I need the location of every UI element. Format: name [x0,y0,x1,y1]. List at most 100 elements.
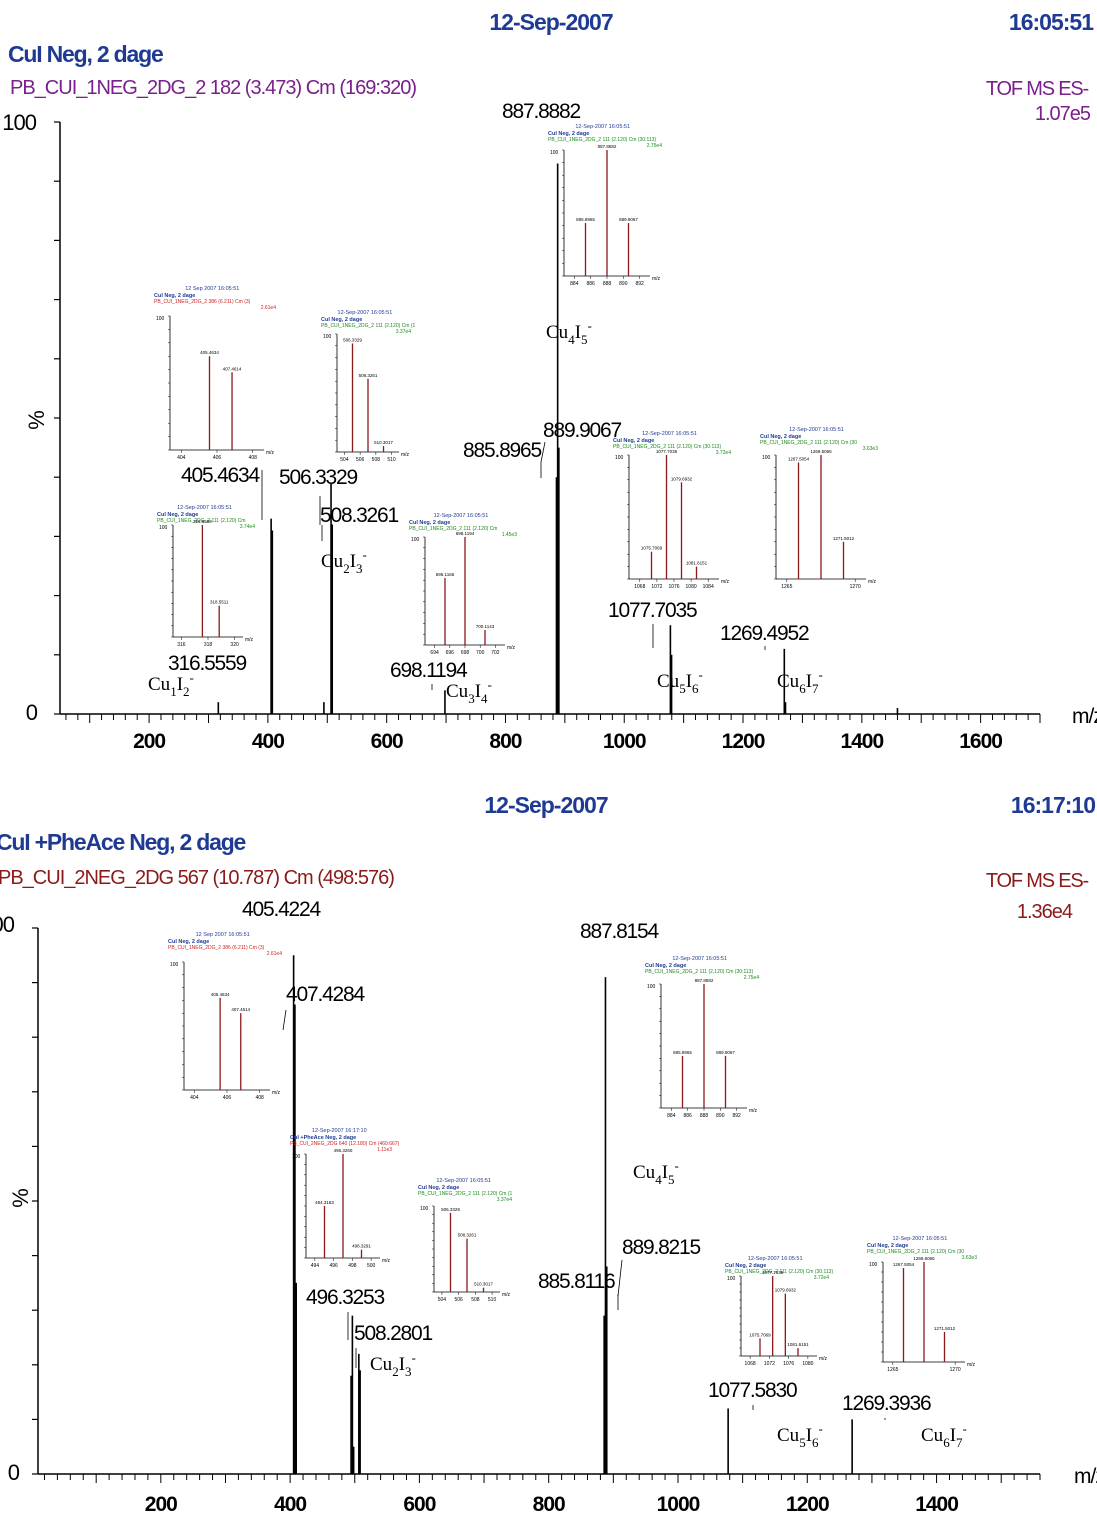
x-tick-label: 1600 [959,730,1002,753]
inset-y-label: 100 [869,1262,878,1268]
inset-x-tick-label: 886 [586,281,595,287]
inset-peak-label: 885.8965 [576,217,595,222]
inset-x-tick-label: 500 [367,1263,376,1269]
inset-peak-label: 506.3329 [343,337,362,342]
x-tick-label: 1400 [915,1493,958,1514]
inset-x-tick-label: 884 [667,1113,676,1119]
x-tick-label: 200 [133,730,165,753]
inset-x-tick-label: 892 [733,1113,742,1119]
peak-label: 698.1194 [390,659,468,682]
inset-peak-label: 887.8882 [695,978,714,983]
inset-peak-label: 1077.7035 [656,449,678,454]
inset-x-tick-label: 408 [249,455,258,461]
spectrum-title: CuI Neg, 2 dage [8,41,163,67]
species-label: Cu2I3- [321,547,367,576]
peak-label: 1077.5830 [708,1379,797,1402]
inset-file: PB_CUI_1NEG_2DG_2 111 (2.120) Cm [157,518,245,524]
spectrum-file-info: PB_CUI_1NEG_2DG_2 182 (3.473) Cm (169:32… [10,77,416,99]
inset-peak-label: 498.3291 [352,1244,371,1249]
inset-x-tick-label: 406 [213,455,222,461]
peak-label: 885.8116 [538,1270,615,1293]
inset-x-tick-label: 1072 [651,584,662,590]
leader-line [282,1009,287,1031]
inset-x-tick-label: 404 [190,1095,199,1101]
inset-peak-label: 1081.6151 [686,561,708,566]
inset-file: PB_CUI_1NEG_2DG_2 386 (6.211) Cm (3) [168,945,265,951]
inset-y-label: 100 [156,316,165,322]
inset-scale: 2.75e4 [647,143,663,149]
spectrum-panel-2: 12-Sep-2007 16:17:10 CuI +PheAce Neg, 2 da… [0,792,1097,1514]
inset-file: PB_CUI_2NEG_2DG 640 (12.180) Cm (460:667… [290,1141,400,1147]
peak-label: 1077.7035 [608,599,697,622]
inset-peak-label: 510.3017 [474,1282,493,1287]
species-label: Cu6I7- [921,1421,967,1450]
inset-peak-label: 698.1194 [456,531,475,536]
inset-x-tick-label: 510 [488,1297,497,1303]
inset-peak-label: 407.4614 [223,366,242,371]
inset-x-axis-label: m/z [401,452,410,458]
inset-title: CuI Neg, 2 dage [409,520,450,526]
x-tick-label: 600 [371,730,403,753]
peak-label: 407.4284 [286,983,366,1006]
inset-x-axis-label: m/z [245,637,254,643]
inset-x-tick-label: 1076 [668,584,679,590]
inset-peak-label: 1079.6932 [671,476,693,481]
inset-date: 12-Sep-2007 16:05:51 [338,310,393,316]
inset-date: 12-Sep-2007 16:05:51 [672,956,727,962]
peak-label: 1269.4952 [720,622,809,645]
inset-x-tick-label: 506 [454,1297,463,1303]
inset-title: CuI Neg, 2 dage [157,512,198,518]
species-label: Cu4I5- [633,1158,679,1187]
x-tick-label: 800 [489,730,521,753]
inset-date: 12-Sep-2007 16:05:51 [177,505,232,511]
peak-label: 506.3329 [279,466,358,489]
inset-peak-label: 508.3261 [458,1233,477,1238]
inset-x-tick-label: 892 [636,281,645,287]
inset-scale: 2.61e4 [261,305,277,311]
inset-scale: 2.61e4 [267,951,283,957]
inset-title: CuI Neg, 2 dage [760,434,801,440]
x-tick-label: 400 [252,730,284,753]
peak-label: 405.4224 [242,898,322,921]
inset-date: 12-Sep-2007 16:05:51 [789,427,844,433]
inset-x-tick-label: 406 [223,1095,232,1101]
x-axis-label: m/z [1072,705,1097,728]
inset-date: 12-Sep-2007 16:05:51 [642,431,697,437]
y-tick-label: 0 [8,1460,20,1485]
date-header: 12-Sep-2007 [489,9,612,35]
peak-label: 885.8965 [463,439,542,462]
x-tick-label: 600 [403,1493,435,1514]
inset-title: CuI Neg, 2 dage [548,131,589,137]
inset-file: PB_CUI_1NEG_2DG_2 111 (2.120) Cm (1 [418,1191,513,1197]
inset-scale: 3.74e4 [240,524,256,530]
inset-peak-label: 885.8965 [673,1050,692,1055]
species-label: Cu1I2- [148,670,194,699]
peak-label: 508.2801 [354,1322,433,1345]
inset-peak-label: 316.5559 [193,519,212,524]
leader-line [617,1259,623,1297]
date-header: 12-Sep-2007 [484,792,607,818]
inset-x-tick-label: 890 [619,281,628,287]
inset-y-label: 100 [170,962,179,968]
inset-peak-label: 494.3183 [315,1200,334,1205]
inset-y-label: 100 [323,334,332,340]
inset-peak-label: 887.8882 [598,144,617,149]
peak-label: 508.3261 [320,504,399,527]
inset-x-tick-label: 1068 [745,1361,756,1367]
intensity-scale: 1.36e4 [1017,901,1073,923]
inset-peak-label: 1079.6932 [775,1288,797,1293]
inset-x-tick-label: 498 [348,1263,357,1269]
inset-x-tick-label: 316 [177,642,186,648]
inset-x-tick-label: 1080 [686,584,697,590]
inset-peak-label: 700.1143 [476,624,495,629]
inset-peak-label: 1081.6151 [787,1342,809,1347]
inset-y-label: 100 [292,1154,301,1160]
inset-scale: 3.37e4 [396,329,412,335]
inset-file: PB_CUI_1NEG_2DG_2 111 (2.120) Cm (30:113… [645,969,753,975]
